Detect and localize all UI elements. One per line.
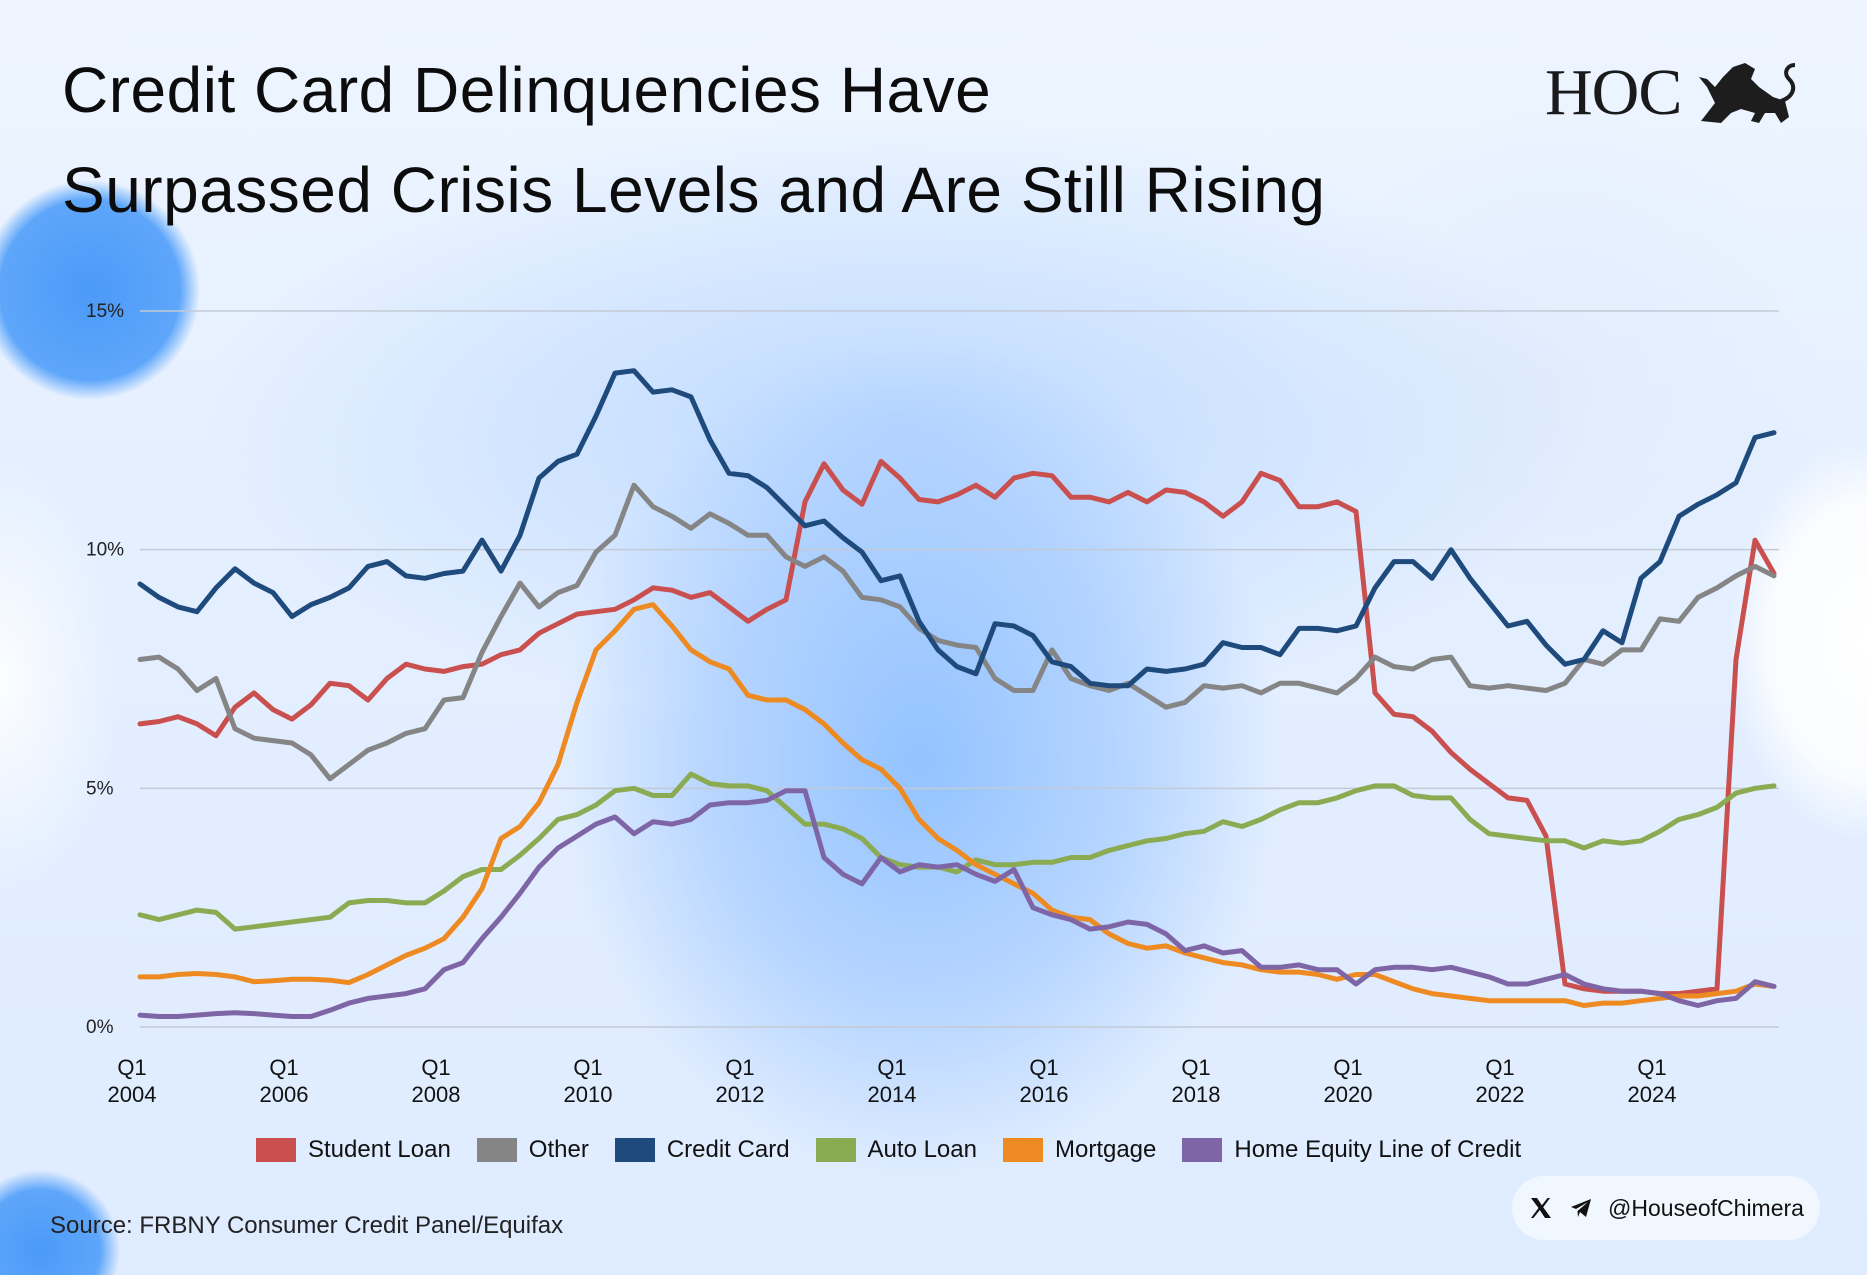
y-tick-label: 10% <box>86 540 124 561</box>
legend-swatch <box>1182 1138 1223 1162</box>
legend-item: Other <box>476 1136 589 1164</box>
x-tick-year: 2016 <box>1020 1082 1069 1107</box>
x-logo-icon <box>1531 1198 1552 1218</box>
x-tick-year: 2012 <box>716 1082 765 1107</box>
series-line-home-equity-line-of-credit <box>137 788 1777 1019</box>
x-tick-quarter: Q1 <box>421 1055 450 1080</box>
legend-label: Home Equity Line of Credit <box>1234 1136 1522 1163</box>
legend-item: Mortgage <box>1002 1136 1157 1164</box>
chart-legend: Student Loan Other Credit Card Auto Loan Mor… <box>256 1136 1521 1164</box>
y-tick-label: 15% <box>86 301 124 322</box>
x-tick-quarter: Q1 <box>1485 1055 1514 1080</box>
legend-label: Mortgage <box>1054 1136 1157 1163</box>
social-handle-pill[interactable]: @HouseofChimera <box>1512 1176 1820 1240</box>
x-tick-year: 2006 <box>260 1082 309 1107</box>
series-line-other <box>137 482 1777 782</box>
logo-text: HOC <box>1545 56 1682 129</box>
x-tick-quarter: Q1 <box>1333 1055 1362 1080</box>
x-tick-year: 2004 <box>108 1082 157 1107</box>
x-tick-quarter: Q1 <box>1181 1055 1210 1080</box>
x-tick-year: 2008 <box>412 1082 461 1107</box>
x-tick-quarter: Q1 <box>573 1055 602 1080</box>
title-line-1: Credit Card Delinquencies Have <box>62 54 992 126</box>
y-tick-label: 5% <box>86 778 114 799</box>
chart-title: Credit Card Delinquencies Have Surpassed… <box>62 40 1325 240</box>
x-tick-quarter: Q1 <box>725 1055 754 1080</box>
legend-swatch <box>256 1138 296 1162</box>
legend-item: Auto Loan <box>815 1136 977 1164</box>
x-tick-year: 2018 <box>1172 1082 1221 1107</box>
x-tick-quarter: Q1 <box>117 1055 146 1080</box>
hoc-logo: HOC <box>1545 55 1803 131</box>
x-tick-year: 2024 <box>1628 1082 1677 1107</box>
x-tick-year: 2022 <box>1476 1082 1525 1107</box>
series-line-credit-card <box>137 368 1777 689</box>
y-tick-label: 0% <box>86 1017 114 1038</box>
legend-swatch <box>815 1138 856 1162</box>
x-tick-year: 2020 <box>1324 1082 1373 1107</box>
line-chart: 0%5%10%15% Q12004Q12006Q12008Q12010Q1201… <box>86 301 1779 1107</box>
lion-goat-chimera-icon <box>1699 63 1796 123</box>
series-line-student-loan <box>137 458 1777 997</box>
legend-label: Student Loan <box>308 1136 451 1163</box>
legend-swatch <box>1002 1138 1043 1162</box>
title-line-2: Surpassed Crisis Levels and Are Still Ri… <box>62 154 1326 226</box>
x-tick-year: 2010 <box>564 1082 613 1107</box>
legend-swatch <box>476 1138 517 1162</box>
x-tick-quarter: Q1 <box>877 1055 906 1080</box>
legend-swatch <box>614 1138 655 1162</box>
legend-item: Student Loan <box>256 1136 451 1164</box>
telegram-icon <box>1571 1199 1592 1217</box>
series-line-mortgage <box>137 602 1777 1008</box>
x-tick-quarter: Q1 <box>269 1055 298 1080</box>
legend-item: Credit Card <box>614 1136 790 1164</box>
legend-label: Auto Loan <box>867 1136 977 1163</box>
x-tick-quarter: Q1 <box>1029 1055 1058 1080</box>
source-note: Source: FRBNY Consumer Credit Panel/Equi… <box>50 1212 564 1239</box>
legend-item: Home Equity Line of Credit <box>1182 1136 1521 1164</box>
x-tick-quarter: Q1 <box>1637 1055 1666 1080</box>
social-handle-text: @HouseofChimera <box>1608 1194 1804 1221</box>
x-tick-year: 2014 <box>868 1082 917 1107</box>
series-line-auto-loan <box>137 771 1777 932</box>
legend-label: Other <box>528 1136 589 1163</box>
legend-label: Credit Card <box>666 1136 790 1163</box>
